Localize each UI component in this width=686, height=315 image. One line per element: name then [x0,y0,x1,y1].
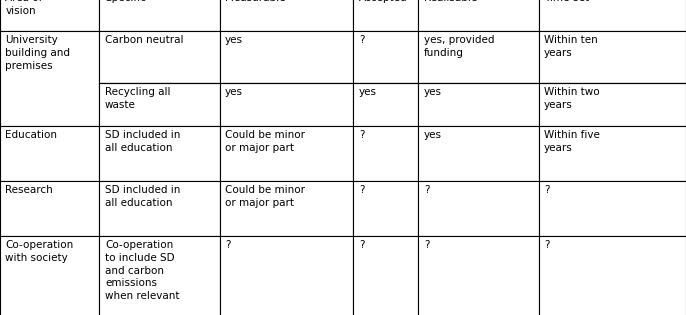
Text: yes: yes [424,87,442,97]
Bar [539,126,686,181]
Text: yes: yes [359,87,377,97]
Bar [99,31,220,83]
Text: ?: ? [544,240,549,250]
Text: Carbon neutral: Carbon neutral [105,35,183,45]
Text: Could be minor
or major part: Could be minor or major part [225,130,305,153]
Bar [220,126,353,181]
Bar [418,126,539,181]
Bar [353,0,418,31]
Bar [418,0,539,31]
Text: ?: ? [359,130,364,140]
Bar [220,0,353,31]
Text: yes, provided
funding: yes, provided funding [424,35,495,58]
Text: Area of
vision: Area of vision [5,0,43,16]
Text: Accepted: Accepted [359,0,407,3]
Text: Could be minor
or major part: Could be minor or major part [225,185,305,208]
Text: yes: yes [225,35,243,45]
Bar [353,236,418,315]
Bar [99,236,220,315]
Text: Realisable: Realisable [424,0,477,3]
Text: Research: Research [5,185,54,195]
Bar [99,126,220,181]
Bar [99,0,220,31]
Bar [418,31,539,83]
Bar [220,31,353,83]
Text: ?: ? [544,185,549,195]
Bar [539,0,686,31]
Text: SD included in
all education: SD included in all education [105,130,180,153]
Text: yes: yes [225,87,243,97]
Text: Within ten
years: Within ten years [544,35,598,58]
Bar [539,236,686,315]
Bar [353,181,418,236]
Text: ?: ? [225,240,230,250]
Text: ?: ? [424,185,429,195]
Text: Recycling all
waste: Recycling all waste [105,87,170,110]
Bar [539,83,686,126]
Bar [220,83,353,126]
Bar [353,31,418,83]
Bar [418,83,539,126]
Bar [539,31,686,83]
Bar [353,126,418,181]
Text: Within two
years: Within two years [544,87,600,110]
Bar [220,236,353,315]
Bar [353,83,418,126]
Bar [0,126,99,181]
Bar [0,31,99,126]
Text: SD included in
all education: SD included in all education [105,185,180,208]
Text: Specific: Specific [105,0,146,3]
Bar [418,181,539,236]
Bar [0,0,99,31]
Bar [539,181,686,236]
Text: ?: ? [359,240,364,250]
Text: ?: ? [359,185,364,195]
Text: ?: ? [359,35,364,45]
Bar [0,236,99,315]
Text: Education: Education [5,130,58,140]
Text: Co-operation
with society: Co-operation with society [5,240,73,263]
Text: Measurable: Measurable [225,0,285,3]
Text: Co-operation
to include SD
and carbon
emissions
when relevant: Co-operation to include SD and carbon em… [105,240,180,301]
Text: Within five
years: Within five years [544,130,600,153]
Bar [418,236,539,315]
Bar [99,181,220,236]
Bar [0,181,99,236]
Bar [99,83,220,126]
Bar [220,181,353,236]
Text: Time-set: Time-set [544,0,589,3]
Text: ?: ? [424,240,429,250]
Text: University
building and
premises: University building and premises [5,35,71,71]
Text: yes: yes [424,130,442,140]
